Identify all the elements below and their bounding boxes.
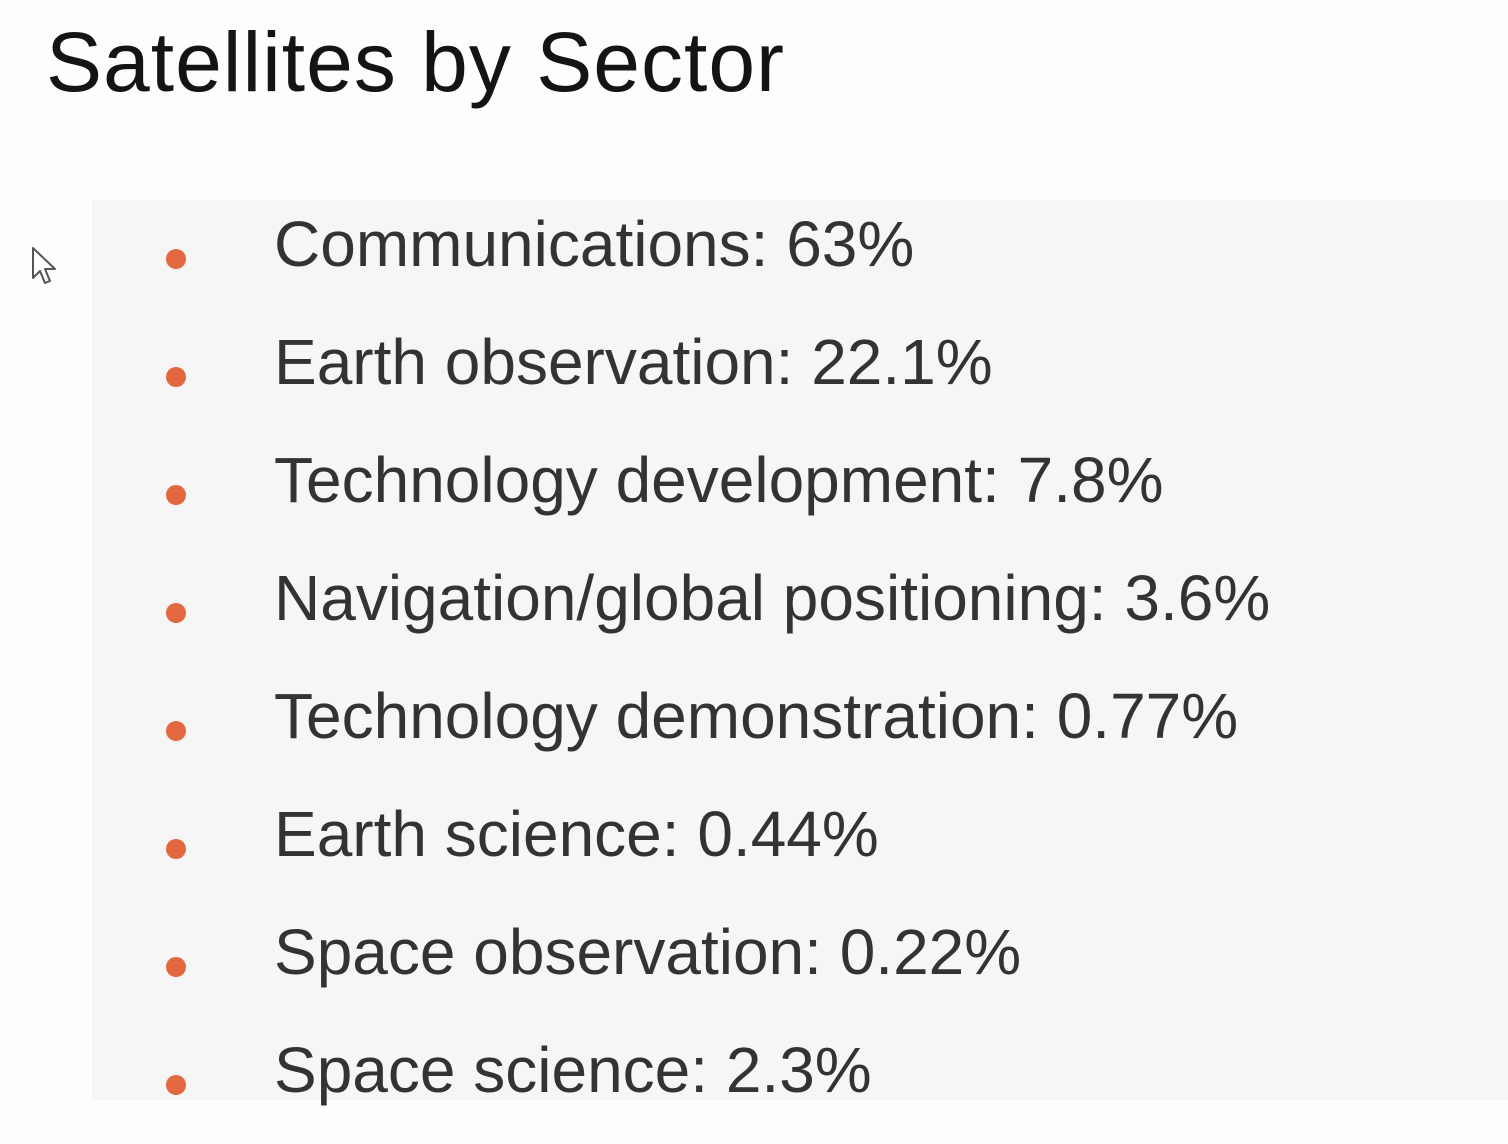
bullet: [166, 957, 186, 977]
list-item: Communications: 63%: [92, 200, 1508, 318]
item-text: Technology demonstration: 0.77%: [274, 680, 1239, 752]
item-text: Space science: 2.3%: [274, 1034, 872, 1106]
bullet-list: Communications: 63% Earth observation: 22…: [92, 200, 1508, 1106]
item-text: Space observation: 0.22%: [274, 916, 1022, 988]
list-item: Technology demonstration: 0.77%: [92, 672, 1508, 790]
list-item: Space science: 2.3%: [92, 1026, 1508, 1144]
list-item: Navigation/global positioning: 3.6%: [92, 554, 1508, 672]
bullet: [166, 367, 186, 387]
bullet: [166, 721, 186, 741]
list-item: Earth observation: 22.1%: [92, 318, 1508, 436]
item-text: Technology development: 7.8%: [274, 444, 1164, 516]
bullet: [166, 249, 186, 269]
list-item: Space observation: 0.22%: [92, 908, 1508, 1026]
bullet: [166, 603, 186, 623]
list-item: Earth science: 0.44%: [92, 790, 1508, 908]
item-text: Communications: 63%: [274, 208, 915, 280]
bullet: [166, 839, 186, 859]
slide-title: Satellites by Sector: [46, 15, 786, 109]
list-item: Technology development: 7.8%: [92, 436, 1508, 554]
item-text: Earth observation: 22.1%: [274, 326, 993, 398]
bullet: [166, 1075, 186, 1095]
item-text: Earth science: 0.44%: [274, 798, 879, 870]
bullet: [166, 485, 186, 505]
item-text: Navigation/global positioning: 3.6%: [274, 562, 1271, 634]
mouse-cursor: [32, 247, 56, 284]
